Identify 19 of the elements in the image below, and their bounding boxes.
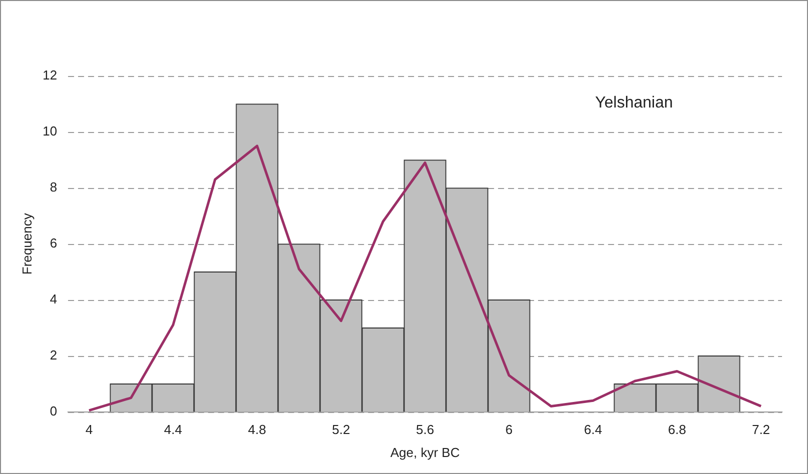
x-tick-label: 6.8 [668,422,686,438]
x-tick-label: 6 [505,422,513,438]
y-tick-label: 12 [42,68,58,83]
y-tick-label: 8 [50,180,58,195]
y-axis-title: Frequency [19,212,34,275]
x-tick-label: 4.4 [164,422,182,438]
y-tick-label: 2 [50,347,58,362]
x-tick-label: 4 [85,422,93,438]
y-tick-label: 4 [50,291,58,306]
y-tick-label: 0 [50,403,58,418]
x-tick-label: 4.8 [248,422,266,438]
x-axis-title: Age, kyr BC [390,444,460,460]
x-tick-label: 5.6 [416,422,434,438]
annotation: Yelshanian [595,94,673,112]
x-tick-label: 7.2 [752,422,770,438]
x-tick-label: 5.2 [332,422,350,438]
y-tick-label: 6 [50,235,58,250]
y-tick-label: 10 [42,124,58,139]
x-tick-label: 6.4 [584,422,602,438]
